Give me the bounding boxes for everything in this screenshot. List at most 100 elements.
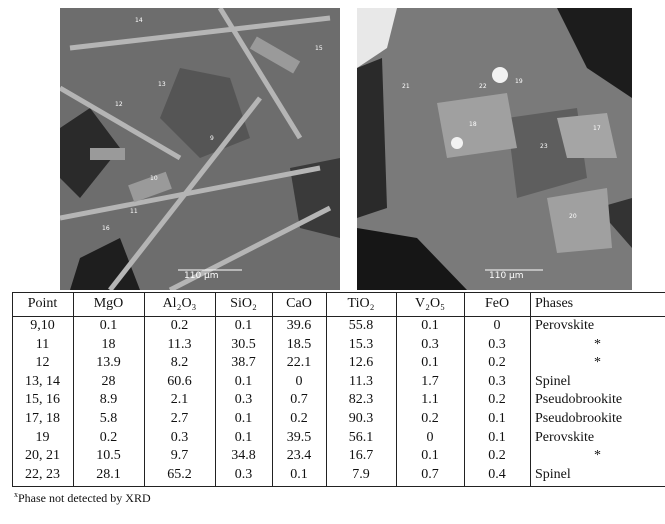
- table-cell: 20, 21: [12, 448, 73, 464]
- column-header: CaO: [272, 296, 326, 312]
- table-cell: 28.1: [73, 467, 144, 483]
- table-cell: 1.1: [396, 392, 464, 408]
- table-cell: 0.1: [396, 448, 464, 464]
- table-cell: Pseudobrookite: [535, 392, 622, 408]
- table-cell: 0.1: [272, 467, 326, 483]
- table-cell: 2.7: [144, 411, 215, 427]
- point-label: 17: [593, 125, 601, 132]
- table-cell: 0.1: [396, 355, 464, 371]
- table-cell: 19: [12, 430, 73, 446]
- point-label: 14: [135, 17, 143, 24]
- table-cell: 0.3: [464, 337, 530, 353]
- point-label: 22: [479, 83, 487, 90]
- table-cell: 0.1: [73, 318, 144, 334]
- table-cell: 22.1: [272, 355, 326, 371]
- page: 14 15 13 12 9 10 11 16 110 μm 21 22 19 1…: [0, 0, 665, 524]
- scale-bar-label: 110 μm: [184, 271, 219, 281]
- table-cell: 0.1: [464, 411, 530, 427]
- column-header: MgO: [73, 296, 144, 312]
- table-cell: 0.3: [464, 374, 530, 390]
- table-cell: 30.5: [215, 337, 272, 353]
- table-cell: 0.2: [464, 448, 530, 464]
- table-cell: 12.6: [326, 355, 396, 371]
- table-cell: 0.1: [215, 411, 272, 427]
- table-cell: 0.2: [464, 392, 530, 408]
- table-cell: 55.8: [326, 318, 396, 334]
- column-header: V₂O₅: [396, 296, 464, 312]
- table-cell: 0.4: [464, 467, 530, 483]
- table-cell: 38.7: [215, 355, 272, 371]
- table-cell: 15, 16: [12, 392, 73, 408]
- table-cell: 39.6: [272, 318, 326, 334]
- column-header: SiO₂: [215, 296, 272, 312]
- table-cell: 0.3: [215, 392, 272, 408]
- footnote-text: Phase not detected by XRD: [18, 491, 151, 505]
- footnote: xPhase not detected by XRD: [14, 490, 151, 506]
- table-cell: 39.5: [272, 430, 326, 446]
- point-label: 9: [210, 135, 214, 142]
- table-cell: 13, 14: [12, 374, 73, 390]
- table-cell: 0.1: [215, 374, 272, 390]
- table-cell: 13.9: [73, 355, 144, 371]
- table-cell: 18: [73, 337, 144, 353]
- table-cell: 7.9: [326, 467, 396, 483]
- table-cell: 18.5: [272, 337, 326, 353]
- column-header: Point: [12, 296, 73, 312]
- point-label: 15: [315, 45, 323, 52]
- table-cell: 12: [12, 355, 73, 371]
- point-label: 11: [130, 208, 138, 215]
- table-cell: 0.2: [73, 430, 144, 446]
- table-cell: 28: [73, 374, 144, 390]
- table-cell: 15.3: [326, 337, 396, 353]
- table-cell: Perovskite: [535, 430, 594, 446]
- point-label: 21: [402, 83, 410, 90]
- micrograph-left: 14 15 13 12 9 10 11 16 110 μm: [60, 8, 340, 290]
- table-cell: 0: [396, 430, 464, 446]
- point-label: 16: [102, 225, 110, 232]
- table-cell: *: [530, 448, 665, 464]
- table-cell: 0.1: [464, 430, 530, 446]
- table-cell: 90.3: [326, 411, 396, 427]
- header-rule: [12, 316, 665, 317]
- point-label: 10: [150, 175, 158, 182]
- point-label: 13: [158, 81, 166, 88]
- table-cell: *: [530, 355, 665, 371]
- column-header: Al₂O₃: [144, 296, 215, 312]
- table-cell: 65.2: [144, 467, 215, 483]
- table-cell: *: [530, 337, 665, 353]
- table-cell: Spinel: [535, 467, 571, 483]
- point-label: 12: [115, 101, 123, 108]
- table-cell: 0.2: [144, 318, 215, 334]
- table-cell: 82.3: [326, 392, 396, 408]
- table-cell: 17, 18: [12, 411, 73, 427]
- table-cell: 0.1: [215, 318, 272, 334]
- column-header: Phases: [535, 296, 573, 312]
- table-cell: 0.1: [215, 430, 272, 446]
- table-cell: 0.7: [396, 467, 464, 483]
- scale-bar-label: 110 μm: [489, 271, 524, 281]
- table-cell: Pseudobrookite: [535, 411, 622, 427]
- table-cell: 0.3: [396, 337, 464, 353]
- table-cell: 0.7: [272, 392, 326, 408]
- point-label: 19: [515, 78, 523, 85]
- table-cell: 0: [464, 318, 530, 334]
- point-label: 20: [569, 213, 577, 220]
- table-cell: 23.4: [272, 448, 326, 464]
- table-cell: 60.6: [144, 374, 215, 390]
- table-cell: 0.3: [215, 467, 272, 483]
- micrograph-right: 21 22 19 18 17 23 20 110 μm: [357, 8, 632, 290]
- table-cell: 0.1: [396, 318, 464, 334]
- point-label: 18: [469, 121, 477, 128]
- table-cell: 8.9: [73, 392, 144, 408]
- table-cell: 8.2: [144, 355, 215, 371]
- table-cell: 11.3: [326, 374, 396, 390]
- table-cell: 9,10: [12, 318, 73, 334]
- table-cell: 0.2: [272, 411, 326, 427]
- table-cell: 0.2: [464, 355, 530, 371]
- table-cell: 9.7: [144, 448, 215, 464]
- column-header: TiO₂: [326, 296, 396, 312]
- table-cell: 2.1: [144, 392, 215, 408]
- table-cell: 34.8: [215, 448, 272, 464]
- table-cell: Spinel: [535, 374, 571, 390]
